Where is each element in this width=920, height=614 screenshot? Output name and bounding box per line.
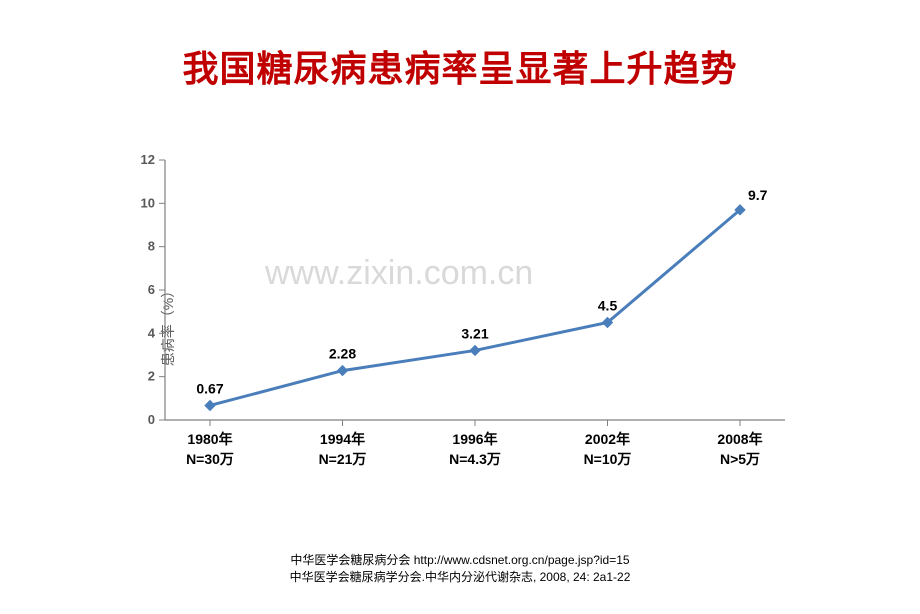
svg-text:12: 12: [141, 152, 155, 167]
chart-svg: 0246810121980年N=30万1994年N=21万1996年N=4.3万…: [125, 160, 785, 490]
svg-text:2.28: 2.28: [329, 346, 356, 362]
page-title: 我国糖尿病患病率呈显著上升趋势: [0, 40, 920, 92]
svg-text:N=4.3万: N=4.3万: [449, 451, 501, 467]
svg-text:2008年: 2008年: [717, 431, 762, 447]
line-chart: 患病率（%） 0246810121980年N=30万1994年N=21万1996…: [165, 160, 785, 490]
svg-text:N>5万: N>5万: [720, 451, 760, 467]
svg-text:4: 4: [148, 325, 156, 340]
svg-text:2: 2: [148, 369, 155, 384]
svg-text:8: 8: [148, 239, 155, 254]
svg-text:6: 6: [148, 282, 155, 297]
svg-text:N=10万: N=10万: [584, 451, 632, 467]
svg-text:1980年: 1980年: [187, 431, 232, 447]
svg-text:3.21: 3.21: [461, 325, 488, 341]
svg-text:0: 0: [148, 412, 155, 427]
svg-text:1996年: 1996年: [452, 431, 497, 447]
footer-line-2: 中华医学会糖尿病学分会.中华内分泌代谢杂志, 2008, 24: 2a1-22: [0, 569, 920, 586]
footer-line-1: 中华医学会糖尿病分会 http://www.cdsnet.org.cn/page…: [0, 552, 920, 569]
svg-text:9.7: 9.7: [748, 187, 768, 203]
svg-text:2002年: 2002年: [585, 431, 630, 447]
svg-text:0.67: 0.67: [196, 380, 223, 396]
svg-text:N=21万: N=21万: [319, 451, 367, 467]
svg-text:N=30万: N=30万: [186, 451, 234, 467]
svg-text:4.5: 4.5: [598, 298, 618, 314]
footer-citation: 中华医学会糖尿病分会 http://www.cdsnet.org.cn/page…: [0, 552, 920, 586]
svg-text:1994年: 1994年: [320, 431, 365, 447]
svg-text:10: 10: [141, 195, 155, 210]
